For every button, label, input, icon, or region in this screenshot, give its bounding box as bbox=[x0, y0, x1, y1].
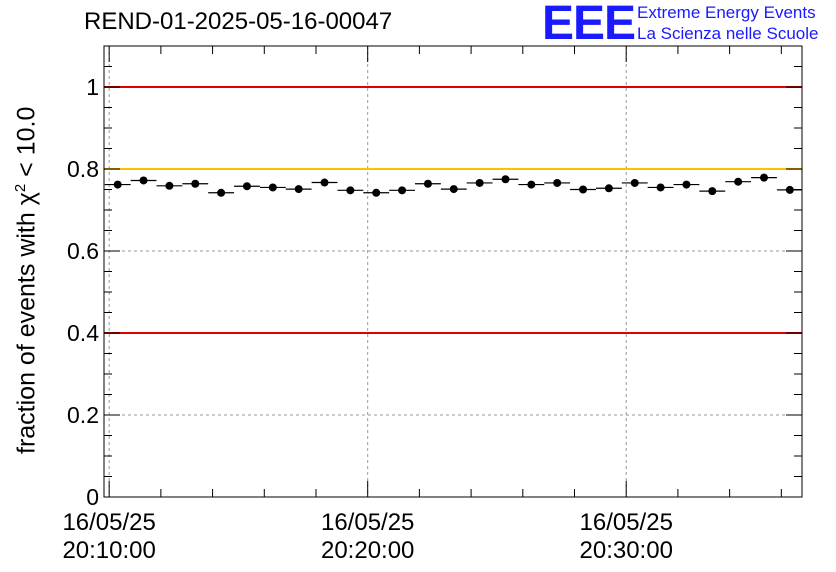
data-point-marker bbox=[682, 180, 691, 189]
y-axis-label-superscript: 2 bbox=[12, 183, 29, 193]
data-point-marker bbox=[423, 179, 432, 188]
data-point bbox=[725, 177, 752, 186]
data-point bbox=[156, 181, 183, 190]
data-point bbox=[182, 179, 209, 188]
data-point-marker bbox=[630, 178, 639, 187]
y-tick-label: 0 bbox=[86, 484, 99, 510]
logo-line-scienza-scuole: La Scienza nelle Scuole bbox=[637, 24, 819, 43]
y-tick-labels: 0 0.2 0.4 0.6 0.8 1 bbox=[67, 74, 99, 510]
data-point-marker bbox=[346, 186, 355, 195]
data-point-marker bbox=[527, 180, 536, 189]
data-point-marker bbox=[785, 185, 794, 194]
data-point-marker bbox=[217, 188, 226, 197]
data-point bbox=[466, 178, 493, 187]
data-point-marker bbox=[191, 179, 200, 188]
y-axis-label: fraction of events with χ2 < 10.0 bbox=[12, 107, 41, 454]
data-point bbox=[647, 183, 674, 192]
data-point bbox=[311, 178, 338, 187]
data-point-marker bbox=[139, 176, 148, 185]
data-point bbox=[492, 175, 519, 184]
x-tick-date: 16/05/25 bbox=[320, 509, 415, 536]
data-point bbox=[389, 186, 415, 195]
data-point bbox=[259, 183, 286, 192]
data-point-marker bbox=[604, 184, 613, 193]
data-point bbox=[595, 184, 622, 193]
axis-ticks bbox=[104, 45, 802, 498]
logo-line-extreme-energy-events: Extreme Energy Events bbox=[637, 3, 816, 22]
y-tick-label: 0.8 bbox=[67, 156, 99, 182]
data-point bbox=[130, 176, 157, 185]
data-point-marker bbox=[242, 182, 251, 191]
y-axis-label-prefix: fraction of events with bbox=[12, 205, 41, 454]
data-point-marker bbox=[579, 185, 588, 194]
data-point bbox=[751, 173, 777, 182]
data-point-marker bbox=[165, 181, 174, 190]
eee-logo: EEE bbox=[542, 0, 636, 50]
y-tick-label: 0.2 bbox=[67, 402, 99, 428]
data-point-marker bbox=[320, 178, 329, 187]
data-point bbox=[673, 180, 700, 189]
data-point bbox=[544, 178, 571, 187]
x-tick-date: 16/05/25 bbox=[62, 509, 156, 536]
y-tick-label: 1 bbox=[86, 74, 99, 100]
data-point-marker bbox=[372, 188, 381, 197]
data-point-marker bbox=[734, 177, 743, 186]
data-point-marker bbox=[268, 183, 277, 192]
data-point bbox=[363, 188, 390, 197]
data-point bbox=[104, 180, 131, 189]
y-tick-label: 0.4 bbox=[67, 320, 99, 346]
data-point bbox=[208, 188, 235, 197]
data-point-marker bbox=[449, 185, 458, 194]
data-point-marker bbox=[553, 178, 562, 187]
data-point bbox=[285, 185, 312, 194]
data-point-marker bbox=[398, 186, 407, 195]
data-point bbox=[570, 185, 596, 194]
data-point-marker bbox=[501, 175, 510, 184]
chart-title: REND-01-2025-05-16-00047 bbox=[84, 8, 393, 35]
x-tick-label: 16/05/25 20:10:00 bbox=[62, 509, 155, 565]
data-point-marker bbox=[475, 178, 484, 187]
x-tick-time: 20:20:00 bbox=[320, 537, 415, 564]
data-points bbox=[104, 173, 802, 197]
data-point bbox=[518, 180, 545, 189]
data-point bbox=[621, 178, 648, 187]
y-axis-label-symbol: χ bbox=[12, 192, 41, 206]
data-point-marker bbox=[759, 173, 768, 182]
y-tick-label: 0.6 bbox=[67, 238, 99, 264]
plot-frame bbox=[103, 45, 803, 498]
threshold-lines bbox=[104, 86, 802, 334]
x-tick-date: 16/05/25 bbox=[579, 509, 673, 536]
x-tick-label: 16/05/25 20:30:00 bbox=[579, 509, 672, 565]
x-tick-time: 20:10:00 bbox=[62, 537, 156, 564]
data-point bbox=[440, 185, 467, 194]
data-point bbox=[414, 179, 441, 188]
data-point-marker bbox=[656, 183, 665, 192]
x-tick-label: 16/05/25 20:20:00 bbox=[321, 509, 414, 565]
data-point bbox=[699, 187, 726, 196]
y-axis-label-suffix: < 10.0 bbox=[12, 106, 41, 184]
grid-lines bbox=[104, 46, 802, 497]
data-point bbox=[234, 182, 260, 191]
data-point-marker bbox=[294, 185, 303, 194]
data-point bbox=[337, 186, 364, 195]
data-point-marker bbox=[708, 187, 717, 196]
x-tick-time: 20:30:00 bbox=[579, 537, 673, 564]
data-point-marker bbox=[113, 180, 122, 189]
